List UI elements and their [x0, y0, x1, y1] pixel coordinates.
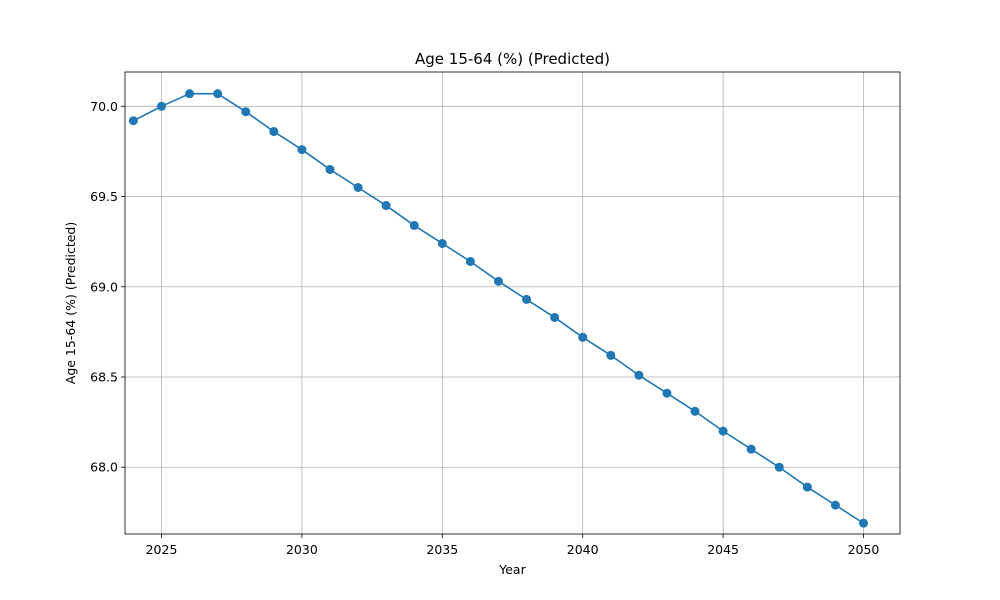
data-point	[185, 89, 195, 99]
x-tick-label: 2045	[707, 542, 739, 557]
data-point	[746, 444, 756, 454]
data-point	[718, 426, 728, 436]
data-point	[297, 145, 307, 155]
data-point	[522, 294, 532, 304]
y-axis-ticks: 68.0 68.5 69.0 69.5 70.0	[90, 99, 125, 475]
data-point	[381, 201, 391, 211]
x-axis-label: Year	[498, 562, 526, 577]
data-point	[859, 518, 868, 528]
y-tick-label: 69.5	[90, 189, 118, 204]
data-point	[802, 482, 812, 492]
data-point	[662, 388, 672, 398]
y-axis-label: Age 15-64 (%) (Predicted)	[63, 222, 78, 384]
data-point	[606, 350, 616, 360]
data-point	[550, 312, 560, 322]
plot-frame	[124, 71, 901, 535]
x-tick-label: 2030	[286, 542, 318, 557]
data-point	[830, 500, 840, 510]
data-point	[269, 127, 279, 137]
data-point	[157, 101, 166, 111]
data-point	[241, 107, 251, 117]
y-tick-label: 68.5	[90, 369, 118, 384]
series-line	[133, 92, 864, 524]
data-point	[634, 370, 644, 380]
y-tick-label: 69.0	[90, 279, 118, 294]
data-point	[437, 238, 447, 248]
data-point	[465, 256, 475, 266]
x-axis-ticks: 2025 2030 2035 2040 2045 2050	[146, 534, 880, 557]
data-point	[578, 332, 588, 342]
data-point	[213, 89, 223, 99]
data-point	[128, 116, 138, 126]
data-point	[493, 276, 503, 286]
data-point	[353, 183, 363, 192]
x-tick-label: 2035	[426, 542, 458, 557]
x-tick-label: 2040	[567, 542, 599, 557]
y-tick-label: 70.0	[90, 99, 118, 114]
series-layer	[128, 89, 868, 528]
grid-lines	[125, 72, 900, 534]
x-tick-label: 2025	[146, 542, 178, 557]
y-tick-label: 68.0	[90, 460, 118, 475]
data-point	[774, 462, 784, 472]
data-point	[325, 164, 335, 174]
data-point	[409, 220, 419, 230]
x-tick-label: 2050	[848, 542, 880, 557]
chart-title: Age 15-64 (%) (Predicted)	[415, 50, 610, 68]
data-point	[690, 406, 700, 416]
